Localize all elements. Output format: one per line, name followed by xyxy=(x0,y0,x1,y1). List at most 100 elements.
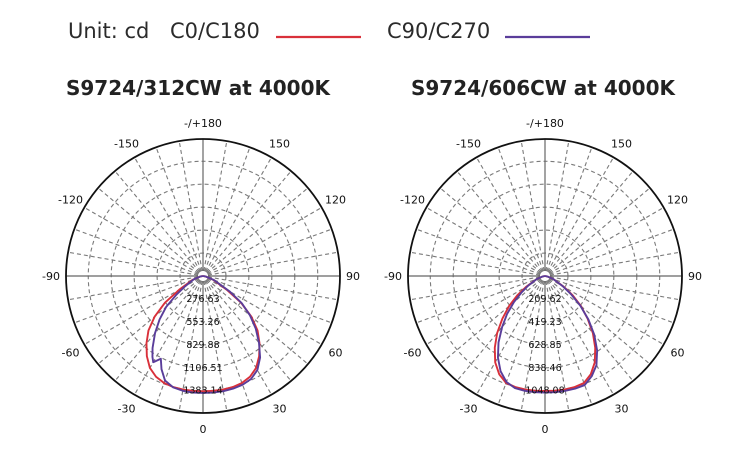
grid-spoke xyxy=(439,278,542,365)
angle-label: 0 xyxy=(200,423,207,436)
angle-label: -30 xyxy=(118,403,136,416)
grid-spoke xyxy=(416,228,541,275)
grid-spoke xyxy=(178,280,203,412)
angle-label: 150 xyxy=(269,138,290,151)
grid-spoke xyxy=(203,140,228,272)
grid-spoke xyxy=(206,187,309,274)
grid-spoke xyxy=(409,251,541,276)
grid-spoke xyxy=(549,278,664,345)
legend-unit-label: Unit: cd xyxy=(68,19,149,43)
angle-label: -/+180 xyxy=(184,117,222,130)
grid-spoke xyxy=(205,170,292,273)
legend-series-1-label: C0/C180 xyxy=(170,19,260,43)
grid-spoke xyxy=(426,278,541,345)
angle-label: 60 xyxy=(329,347,343,360)
grid-spoke xyxy=(205,280,272,395)
ring-label: 553.26 xyxy=(186,317,219,328)
outer-circle xyxy=(65,138,341,414)
grid-spoke xyxy=(546,147,593,272)
angle-label: 30 xyxy=(273,403,287,416)
angle-label: -60 xyxy=(404,347,422,360)
grid-spoke xyxy=(134,157,201,272)
ring-label: 628.85 xyxy=(528,340,561,351)
grid-spoke xyxy=(67,276,199,301)
series-line-c90-c270 xyxy=(496,275,599,394)
grid-spoke xyxy=(207,228,332,275)
grid-spoke xyxy=(456,170,543,273)
grid-spoke xyxy=(97,187,200,274)
polar-grid xyxy=(407,138,683,414)
grid-spoke xyxy=(520,140,545,272)
grid-spoke xyxy=(207,277,332,324)
grid-spoke xyxy=(134,280,201,395)
grid-spoke xyxy=(549,207,664,274)
grid-spoke xyxy=(548,278,651,365)
grid-spoke xyxy=(545,140,570,272)
angle-label: -90 xyxy=(42,270,60,283)
legend-series-2-label: C90/C270 xyxy=(387,19,490,43)
grid-spoke xyxy=(74,228,199,275)
grid-spoke xyxy=(203,280,228,412)
grid-spoke xyxy=(520,280,545,412)
grid-spoke xyxy=(546,280,593,405)
grid-spoke xyxy=(547,157,614,272)
grid-spoke xyxy=(205,279,292,382)
chart-2-title: S9724/606CW at 4000K xyxy=(411,76,677,100)
polar-chart-right: 209.62 419.23 628.85 838.46 1048.08 -/+180 150… xyxy=(384,117,702,436)
grid-spoke xyxy=(456,279,543,382)
grid-spoke xyxy=(497,147,544,272)
angle-label: -/+180 xyxy=(526,117,564,130)
grid-spoke xyxy=(74,277,199,324)
grid-spoke xyxy=(205,157,272,272)
angle-label: 120 xyxy=(325,194,346,207)
grid-spoke xyxy=(207,251,339,276)
ring-label: 1383.14 xyxy=(183,386,222,397)
grid-spoke xyxy=(207,207,322,274)
angle-label: 150 xyxy=(611,138,632,151)
series-line-c90-c270 xyxy=(151,275,262,394)
grid-spoke xyxy=(476,280,543,395)
chart-1-title: S9724/312CW at 4000K xyxy=(66,76,332,100)
grid-spoke xyxy=(155,280,202,405)
grid-spoke xyxy=(439,187,542,274)
grid-spoke xyxy=(409,276,541,301)
ring-label: 1106.51 xyxy=(183,363,222,374)
angle-label: -60 xyxy=(62,347,80,360)
grid-spoke xyxy=(497,280,544,405)
angle-label: -90 xyxy=(384,270,402,283)
grid-spoke xyxy=(204,280,251,405)
ring-label: 209.62 xyxy=(528,294,561,305)
grid-spoke xyxy=(547,280,614,395)
angle-label: 0 xyxy=(542,423,549,436)
ring-label: 829.88 xyxy=(186,340,219,351)
angle-label: 120 xyxy=(667,194,688,207)
angle-label: -120 xyxy=(400,194,425,207)
grid-spoke xyxy=(549,277,674,324)
angle-label: -150 xyxy=(456,138,481,151)
grid-spoke xyxy=(67,251,199,276)
polar-chart-left: 276.63 553.26 829.88 1106.51 1383.14 -/+180 15… xyxy=(42,117,360,436)
grid-spoke xyxy=(545,280,570,412)
grid-spoke xyxy=(416,277,541,324)
grid-spoke xyxy=(476,157,543,272)
grid-spoke xyxy=(206,278,309,365)
angle-label: 60 xyxy=(671,347,685,360)
angle-label: -120 xyxy=(58,194,83,207)
grid-spoke xyxy=(155,147,202,272)
angle-label: 30 xyxy=(615,403,629,416)
grid-spoke xyxy=(204,147,251,272)
outer-circle xyxy=(407,138,683,414)
angle-label: -30 xyxy=(460,403,478,416)
angle-label: 90 xyxy=(346,270,360,283)
grid-spoke xyxy=(207,276,339,301)
ring-label: 276.63 xyxy=(186,294,219,305)
ring-label: 838.46 xyxy=(528,363,561,374)
grid-spoke xyxy=(549,276,681,301)
grid-spoke xyxy=(426,207,541,274)
grid-spoke xyxy=(547,279,634,382)
angle-label: 90 xyxy=(688,270,702,283)
grid-spoke xyxy=(114,279,201,382)
grid-spoke xyxy=(84,207,199,274)
ring-label: 419.23 xyxy=(528,317,561,328)
